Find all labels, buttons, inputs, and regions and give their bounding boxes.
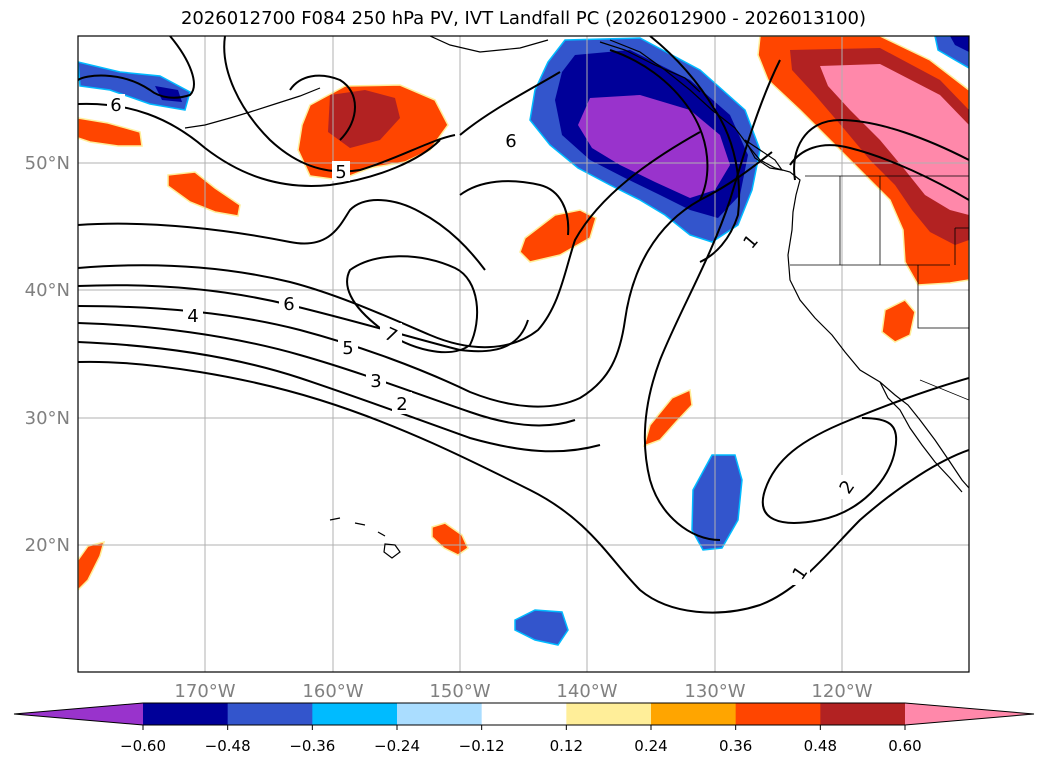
contour-descend [643,59,781,541]
contour-6-north [459,71,561,136]
aleutian-islands [184,87,321,129]
contour-5 [78,284,529,353]
contour-right-arc [649,36,741,263]
map-frame-bg [78,36,969,672]
lat-label: 50°N [25,153,70,174]
colorbar-tick-label: 0.36 [719,737,752,755]
colorbar-tick-label: −0.24 [374,737,420,755]
colorbar-cell [312,703,398,725]
contour-label-bg [107,94,857,585]
contour-label: 5 [342,338,353,359]
map-frame-border [77,35,970,673]
lon-label: 170°W [174,681,235,702]
positive-anomaly-blob-3 [519,209,597,263]
lon-label: 160°W [302,681,363,702]
positive-anomaly-blob-2 [167,171,241,217]
colorbar-cell [820,703,906,725]
colorbar-extend-right [905,703,1034,725]
lon-label: 120°W [811,681,872,702]
contour-label: 2 [396,394,407,415]
coastlines [184,36,969,559]
colorbar-tick-label: −0.60 [120,737,166,755]
colorbar-cell [143,703,229,725]
negative-anomaly-core-purple [578,95,730,198]
contour-1-east [762,377,969,524]
colorbar-cell [227,703,313,725]
na-west-coast [609,39,969,489]
contour-label: 6 [110,95,121,116]
lat-label: 20°N [25,535,70,556]
contour-upper-right-2 [789,144,969,201]
positive-anomaly-blob-4 [881,299,916,343]
positive-anomaly-blob-6 [431,522,469,556]
colorbar-cell [481,703,567,725]
contour-center-loop [289,74,356,141]
contour-5-north [78,102,441,187]
colorbar-tick-label: −0.36 [289,737,335,755]
colorbar-tick-label: 0.48 [804,737,837,755]
positive-anomaly-pink [820,64,969,215]
contour-left-arc [78,199,486,271]
lon-label: 130°W [684,681,745,702]
colorbar-tick-label: −0.48 [205,737,251,755]
contour-label: 3 [370,371,381,392]
contour-upper-right [793,118,969,181]
lon-label: 150°W [429,681,490,702]
lat-labels: 50°N 40°N 30°N 20°N [25,153,70,556]
colorbar-cell [735,703,821,725]
contour-lines [78,36,969,614]
contour-3 [78,322,576,427]
map-content: 6 5 6 6 4 5 7 3 2 1 2 1 [78,36,969,672]
negative-anomaly-ne-core [950,36,969,52]
contour-4 [78,151,773,408]
colorbar-ticks: −0.60 −0.48 −0.36 −0.24 −0.12 0.12 0.24 0.36 0.4… [120,725,922,755]
vancouver-island [744,139,784,171]
colorbar-cell [397,703,483,725]
contour-label: 5 [335,162,346,183]
contour-1 [78,360,969,614]
colorbar-cells [14,703,1034,725]
lon-labels: 170°W 160°W 150°W 140°W 130°W 120°W [174,681,872,702]
contour-2 [78,341,601,453]
baja-california [879,381,963,493]
negative-anomaly-subtropical [691,454,743,551]
map-title: 2026012700 F084 250 hPa PV, IVT Landfall… [180,8,867,29]
contour-7 [346,255,479,354]
contour-right-inner [609,49,709,201]
political-borders [790,175,969,401]
colorbar-tick-label: 0.12 [550,737,583,755]
contour-label: 6 [283,294,294,315]
contour-mid-dip [459,180,570,236]
colorbar: −0.60 −0.48 −0.36 −0.24 −0.12 0.12 0.24 0.36 0.4… [13,702,1035,755]
contour-6 [78,131,701,349]
contour-label: 4 [187,306,198,327]
colorbar-cell [651,703,737,725]
positive-anomaly-blob-7 [78,540,106,592]
colorbar-tick-label: 0.24 [634,737,667,755]
colorbar-tick-label: 0.60 [888,737,921,755]
colorbar-tick-label: −0.12 [459,737,505,755]
alaska-coast [429,36,701,93]
lat-label: 30°N [25,408,70,429]
lat-label: 40°N [25,280,70,301]
contour-label: 6 [505,131,516,152]
colorbar-extend-left [14,703,143,725]
contour-north-arc [223,36,456,173]
negative-anomaly-tropical [514,609,569,646]
contour-north-loop [78,36,195,99]
lon-label: 140°W [556,681,617,702]
colorbar-cell [566,703,652,725]
positive-anomaly-blob-1 [78,117,143,147]
hawaii-islands [329,517,401,559]
